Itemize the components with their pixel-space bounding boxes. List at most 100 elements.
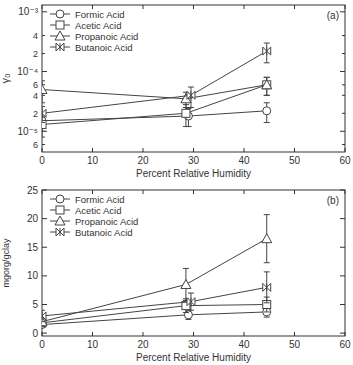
x-tick: [143, 332, 144, 336]
data-point: [187, 298, 195, 306]
x-tick: [294, 332, 295, 336]
y-tick-label: 2: [33, 49, 38, 59]
y-tick: [42, 190, 47, 191]
x-tick-label: 0: [39, 339, 45, 350]
y-tick-right: [340, 218, 345, 219]
x-axis-label: Percent Relative Humidity: [136, 352, 251, 363]
y-tick-right: [340, 190, 345, 191]
legend-marker: [56, 195, 64, 203]
data-point: [263, 47, 271, 55]
x-tick-label: 50: [289, 339, 301, 350]
legend-marker: [56, 21, 64, 29]
x-tick: [143, 148, 144, 152]
chart-panel: 01020304050600510152025Percent Relative …: [1, 185, 351, 364]
x-tick-label: 10: [87, 155, 99, 166]
y-tick-label: 5: [32, 299, 38, 310]
y-tick-right: [342, 84, 345, 85]
x-tick: [294, 148, 295, 152]
error-bar: [264, 103, 270, 123]
x-tick-label: 20: [137, 339, 149, 350]
y-tick: [42, 35, 45, 36]
data-group: [42, 43, 272, 137]
x-tick-label: 60: [339, 339, 351, 350]
data-point: [42, 109, 46, 117]
y-tick-label: 10⁻⁵: [17, 126, 38, 137]
x-tick-top: [294, 5, 295, 9]
data-point: [182, 109, 190, 117]
series-line: [42, 85, 267, 99]
error-bar: [188, 87, 194, 107]
y-tick-label: 4: [33, 31, 38, 41]
x-tick-top: [42, 190, 43, 194]
x-tick: [42, 148, 43, 152]
x-tick-top: [345, 190, 346, 194]
data-point: [263, 81, 271, 89]
y-tick-right: [342, 35, 345, 36]
error-bar: [264, 272, 270, 303]
x-tick-label: 40: [238, 339, 250, 350]
x-tick-top: [42, 5, 43, 9]
y-tick: [42, 275, 47, 276]
error-bar: [42, 310, 45, 321]
y-tick: [42, 71, 47, 72]
x-tick-top: [244, 5, 245, 9]
x-tick-label: 0: [39, 155, 45, 166]
figure: 0102030405060610⁻⁵24610⁻⁴2410⁻³Percent R…: [0, 0, 353, 365]
y-tick-right: [340, 333, 345, 334]
error-bar: [188, 293, 194, 310]
x-tick-top: [193, 190, 194, 194]
y-tick: [42, 247, 47, 248]
data-point: [262, 80, 272, 89]
y-tick-label: 4: [33, 91, 38, 101]
series-line: [42, 312, 267, 325]
legend-label: Formic Acid: [75, 194, 125, 205]
legend-marker: [56, 10, 64, 18]
legend-marker: [56, 206, 64, 214]
y-tick-label: 0: [32, 328, 38, 339]
y-tick-label: 6: [33, 140, 38, 150]
series-line: [42, 239, 267, 322]
legend-marker: [56, 43, 64, 51]
x-tick: [345, 332, 346, 336]
y-tick-right: [340, 131, 345, 132]
y-tick-right: [342, 144, 345, 145]
legend-label: Acetic Acid: [75, 205, 121, 216]
plot-frame: [42, 5, 345, 152]
legend-label: Formic Acid: [75, 9, 125, 20]
legend-label: Butanoic Acid: [75, 227, 133, 238]
x-tick-label: 60: [339, 155, 351, 166]
x-tick: [42, 332, 43, 336]
data-point: [42, 120, 46, 128]
series-line: [42, 51, 267, 113]
x-tick-label: 30: [188, 155, 200, 166]
y-tick: [42, 144, 45, 145]
x-tick: [244, 148, 245, 152]
legend-marker: [56, 228, 64, 236]
y-tick-label: 2: [33, 109, 38, 119]
legend: Formic AcidAcetic AcidPropanoic AcidButa…: [50, 9, 138, 53]
error-bar: [264, 43, 270, 63]
y-tick: [42, 11, 47, 12]
x-tick: [92, 148, 93, 152]
y-tick: [42, 53, 45, 54]
x-tick-top: [143, 5, 144, 9]
y-tick-right: [340, 71, 345, 72]
y-tick: [42, 218, 47, 219]
legend-label: Propanoic Acid: [75, 31, 138, 42]
x-tick-label: 10: [87, 339, 99, 350]
y-tick-label: 10⁻⁴: [17, 66, 38, 77]
x-tick-label: 30: [188, 339, 200, 350]
y-tick-right: [342, 95, 345, 96]
data-point: [263, 283, 271, 291]
x-tick: [193, 148, 194, 152]
data-point: [42, 312, 46, 320]
y-tick-right: [340, 247, 345, 248]
legend-marker: [55, 31, 65, 40]
x-tick-top: [294, 190, 295, 194]
y-tick-right: [340, 304, 345, 305]
plot-frame: [42, 190, 345, 336]
x-tick-top: [345, 5, 346, 9]
legend-label: Butanoic Acid: [75, 42, 133, 53]
y-tick-right: [342, 113, 345, 114]
x-tick-label: 50: [289, 155, 301, 166]
